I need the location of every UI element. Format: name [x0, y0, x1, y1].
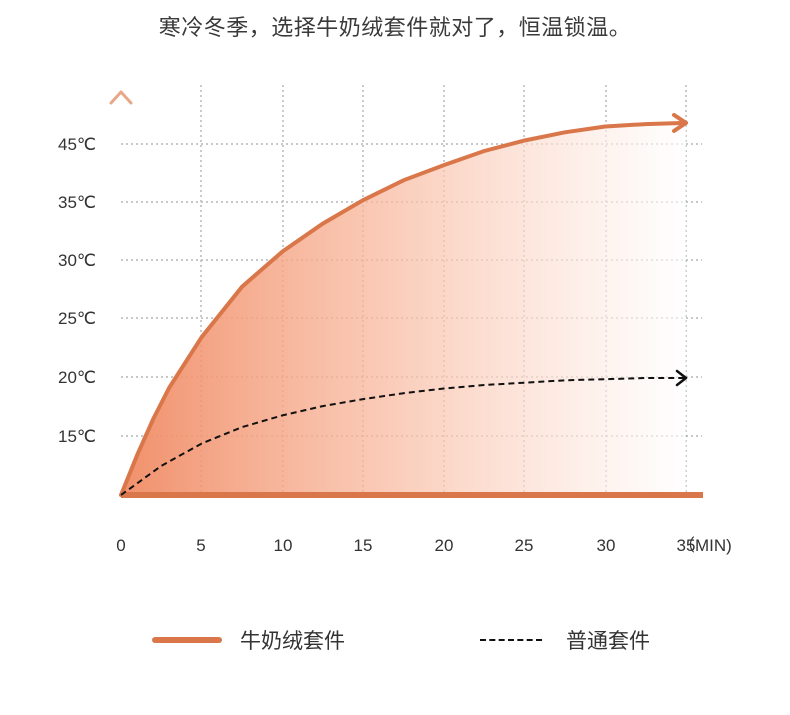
- axes: [109, 90, 703, 498]
- y-tick-label: 35℃: [58, 193, 96, 212]
- y-tick-label: 45℃: [58, 135, 96, 154]
- x-axis-unit: （MIN): [678, 536, 732, 555]
- series-line-regular: [120, 377, 686, 496]
- x-tick-label: 25: [515, 536, 534, 555]
- legend-swatch-dashed: [480, 639, 542, 641]
- y-axis-ticks: 15℃ 20℃ 25℃ 30℃ 35℃ 45℃: [58, 135, 96, 446]
- y-tick-label: 20℃: [58, 368, 96, 387]
- y-tick-label: 15℃: [58, 427, 96, 446]
- series-area-fill: [121, 122, 686, 496]
- y-axis-arrow-icon: [109, 90, 133, 105]
- legend-swatch-solid: [152, 637, 222, 643]
- series-arrow-milk-velvet: [672, 112, 688, 133]
- legend-item-milk-velvet: 牛奶绒套件: [152, 622, 345, 658]
- legend-label-regular: 普通套件: [566, 629, 650, 653]
- x-tick-label: 15: [354, 536, 373, 555]
- x-tick-label: 20: [435, 536, 454, 555]
- x-tick-label: 10: [274, 536, 293, 555]
- series-arrow-regular: [675, 369, 688, 387]
- series-line-milk-velvet: [119, 120, 688, 497]
- x-axis-ticks: 0 5 10 15 20 25 30 35（MIN): [116, 536, 732, 555]
- x-tick-label: 5: [196, 536, 205, 555]
- y-tick-label: 30℃: [58, 251, 96, 270]
- legend-label-milk-velvet: 牛奶绒套件: [240, 629, 345, 653]
- x-tick-label: 35: [677, 536, 696, 555]
- chart-headline: 寒冷冬季，选择牛奶绒套件就对了，恒温锁温。: [158, 16, 632, 41]
- legend-item-regular: 普通套件: [480, 622, 650, 658]
- y-tick-label: 25℃: [58, 309, 96, 328]
- x-tick-label: 30: [597, 536, 616, 555]
- x-tick-label: 0: [116, 536, 125, 555]
